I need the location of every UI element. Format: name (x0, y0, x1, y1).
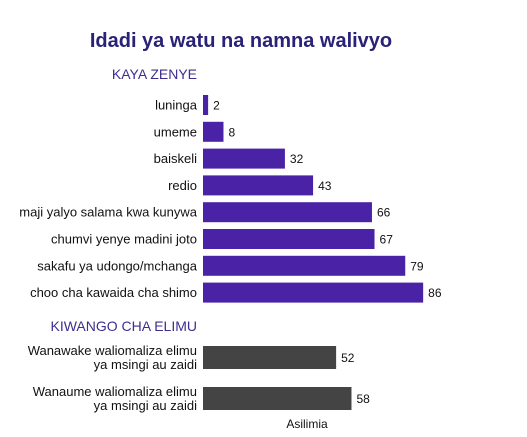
data-label: 58 (356, 392, 370, 406)
data-label: 66 (377, 206, 391, 220)
category-label: redio (168, 178, 197, 193)
category-label: Wanawake waliomaliza elimu (28, 343, 197, 358)
bar (203, 387, 352, 410)
bar (203, 121, 224, 142)
chart-marks: KAYA ZENYE luninga 2 umeme 8 baiskeli 32 redio 4… (19, 66, 442, 413)
data-label: 86 (428, 286, 442, 300)
bar (203, 229, 375, 249)
category-label: chumvi yenye madini joto (51, 232, 197, 247)
data-label: 67 (380, 233, 394, 247)
x-axis-label: Asilimia (286, 417, 328, 431)
data-label: 79 (410, 259, 424, 273)
category-label: baiskeli (154, 151, 197, 166)
section-label: KIWANGO CHA ELIMU (50, 318, 197, 334)
data-label: 8 (228, 125, 235, 139)
data-label: 32 (290, 152, 304, 166)
data-label: 2 (213, 99, 220, 113)
category-label: Wanaume waliomaliza elimu (33, 384, 197, 399)
category-label: ya msingi au zaidi (94, 398, 197, 413)
category-label: luninga (155, 98, 198, 113)
bar (203, 202, 372, 223)
category-label: sakafu ya udongo/mchanga (37, 258, 197, 273)
bar (203, 346, 337, 369)
category-label: ya msingi au zaidi (94, 357, 197, 372)
bar (203, 255, 406, 276)
category-label: maji yalyo salama kwa kunywa (19, 205, 198, 220)
bar (203, 148, 285, 169)
data-label: 52 (341, 351, 355, 365)
section-label: KAYA ZENYE (112, 66, 197, 82)
category-label: choo cha kawaida cha shimo (30, 285, 197, 300)
bar (203, 175, 314, 196)
bar (203, 95, 209, 115)
bar (203, 282, 424, 303)
data-label: 43 (318, 179, 332, 193)
category-label: umeme (154, 124, 197, 139)
chart-title: Idadi ya watu na namna walivyo (90, 30, 392, 52)
